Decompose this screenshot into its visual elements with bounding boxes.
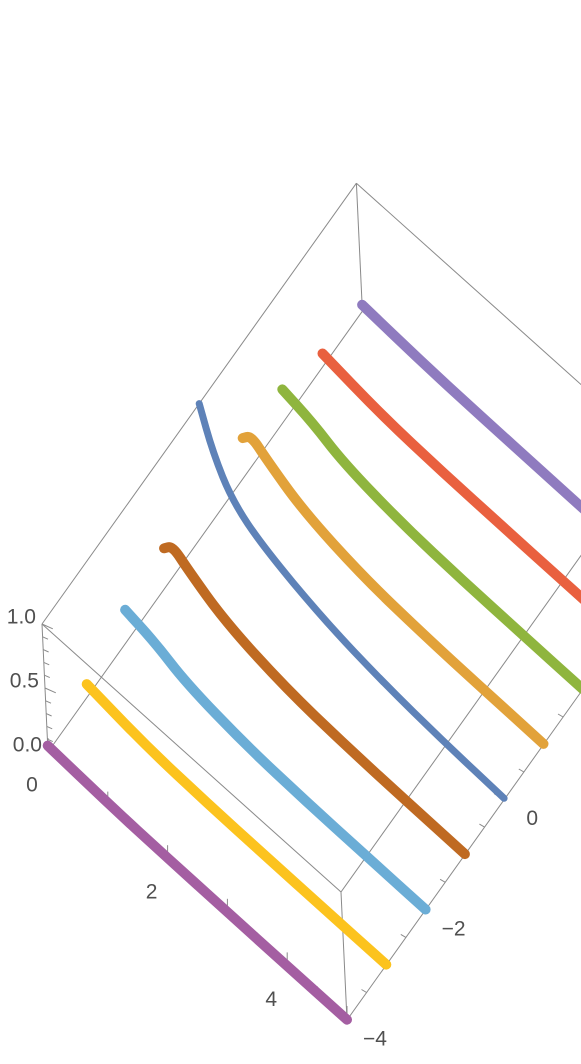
- x-tick-label: 4: [265, 988, 277, 1011]
- z-tick: [47, 738, 54, 743]
- z-tick: [45, 713, 52, 717]
- x-tick-label: 0: [26, 774, 38, 797]
- data-curves: [42, 299, 581, 1025]
- series-line-4: [237, 431, 549, 749]
- x-tick-label: 2: [146, 881, 158, 904]
- z-tick: [41, 623, 54, 630]
- z-tick: [42, 649, 49, 653]
- box-edge: [355, 183, 363, 312]
- box-edge: [340, 891, 348, 1021]
- box-edge: [356, 182, 581, 386]
- z-tick: [45, 700, 52, 704]
- series-line-3: [277, 384, 581, 694]
- tick-labels: 024−4−20240.00.51.0: [7, 606, 538, 1051]
- series-line-9: [42, 740, 352, 1025]
- box-edge: [340, 554, 581, 893]
- series-line-6: [159, 542, 470, 860]
- y-tick: [400, 933, 407, 938]
- z-tick-label: 0.0: [13, 734, 42, 757]
- z-tick: [46, 725, 53, 730]
- series-line-2: [317, 348, 581, 604]
- y-tick-label: −2: [442, 917, 466, 940]
- y-tick: [439, 878, 446, 883]
- y-tick: [557, 713, 564, 718]
- box-edge: [346, 691, 581, 1021]
- z-tick: [42, 636, 49, 640]
- series-line-1: [357, 299, 581, 514]
- y-tick: [518, 768, 525, 773]
- y-tick: [479, 823, 485, 828]
- y-tick-label: 0: [526, 807, 538, 830]
- box-edge: [362, 310, 581, 508]
- y-tick-label: −4: [363, 1028, 387, 1051]
- box-edge: [41, 623, 342, 893]
- series-line-5: [195, 400, 508, 802]
- series-line-7: [120, 604, 431, 915]
- z-tick: [44, 674, 51, 679]
- z-tick: [43, 661, 50, 666]
- z-tick-label: 1.0: [7, 606, 36, 629]
- box-edge: [47, 310, 363, 753]
- y-tick: [361, 989, 367, 993]
- z-tick-label: 0.5: [10, 670, 39, 693]
- z-tick: [44, 687, 57, 694]
- series-line-8: [81, 679, 392, 970]
